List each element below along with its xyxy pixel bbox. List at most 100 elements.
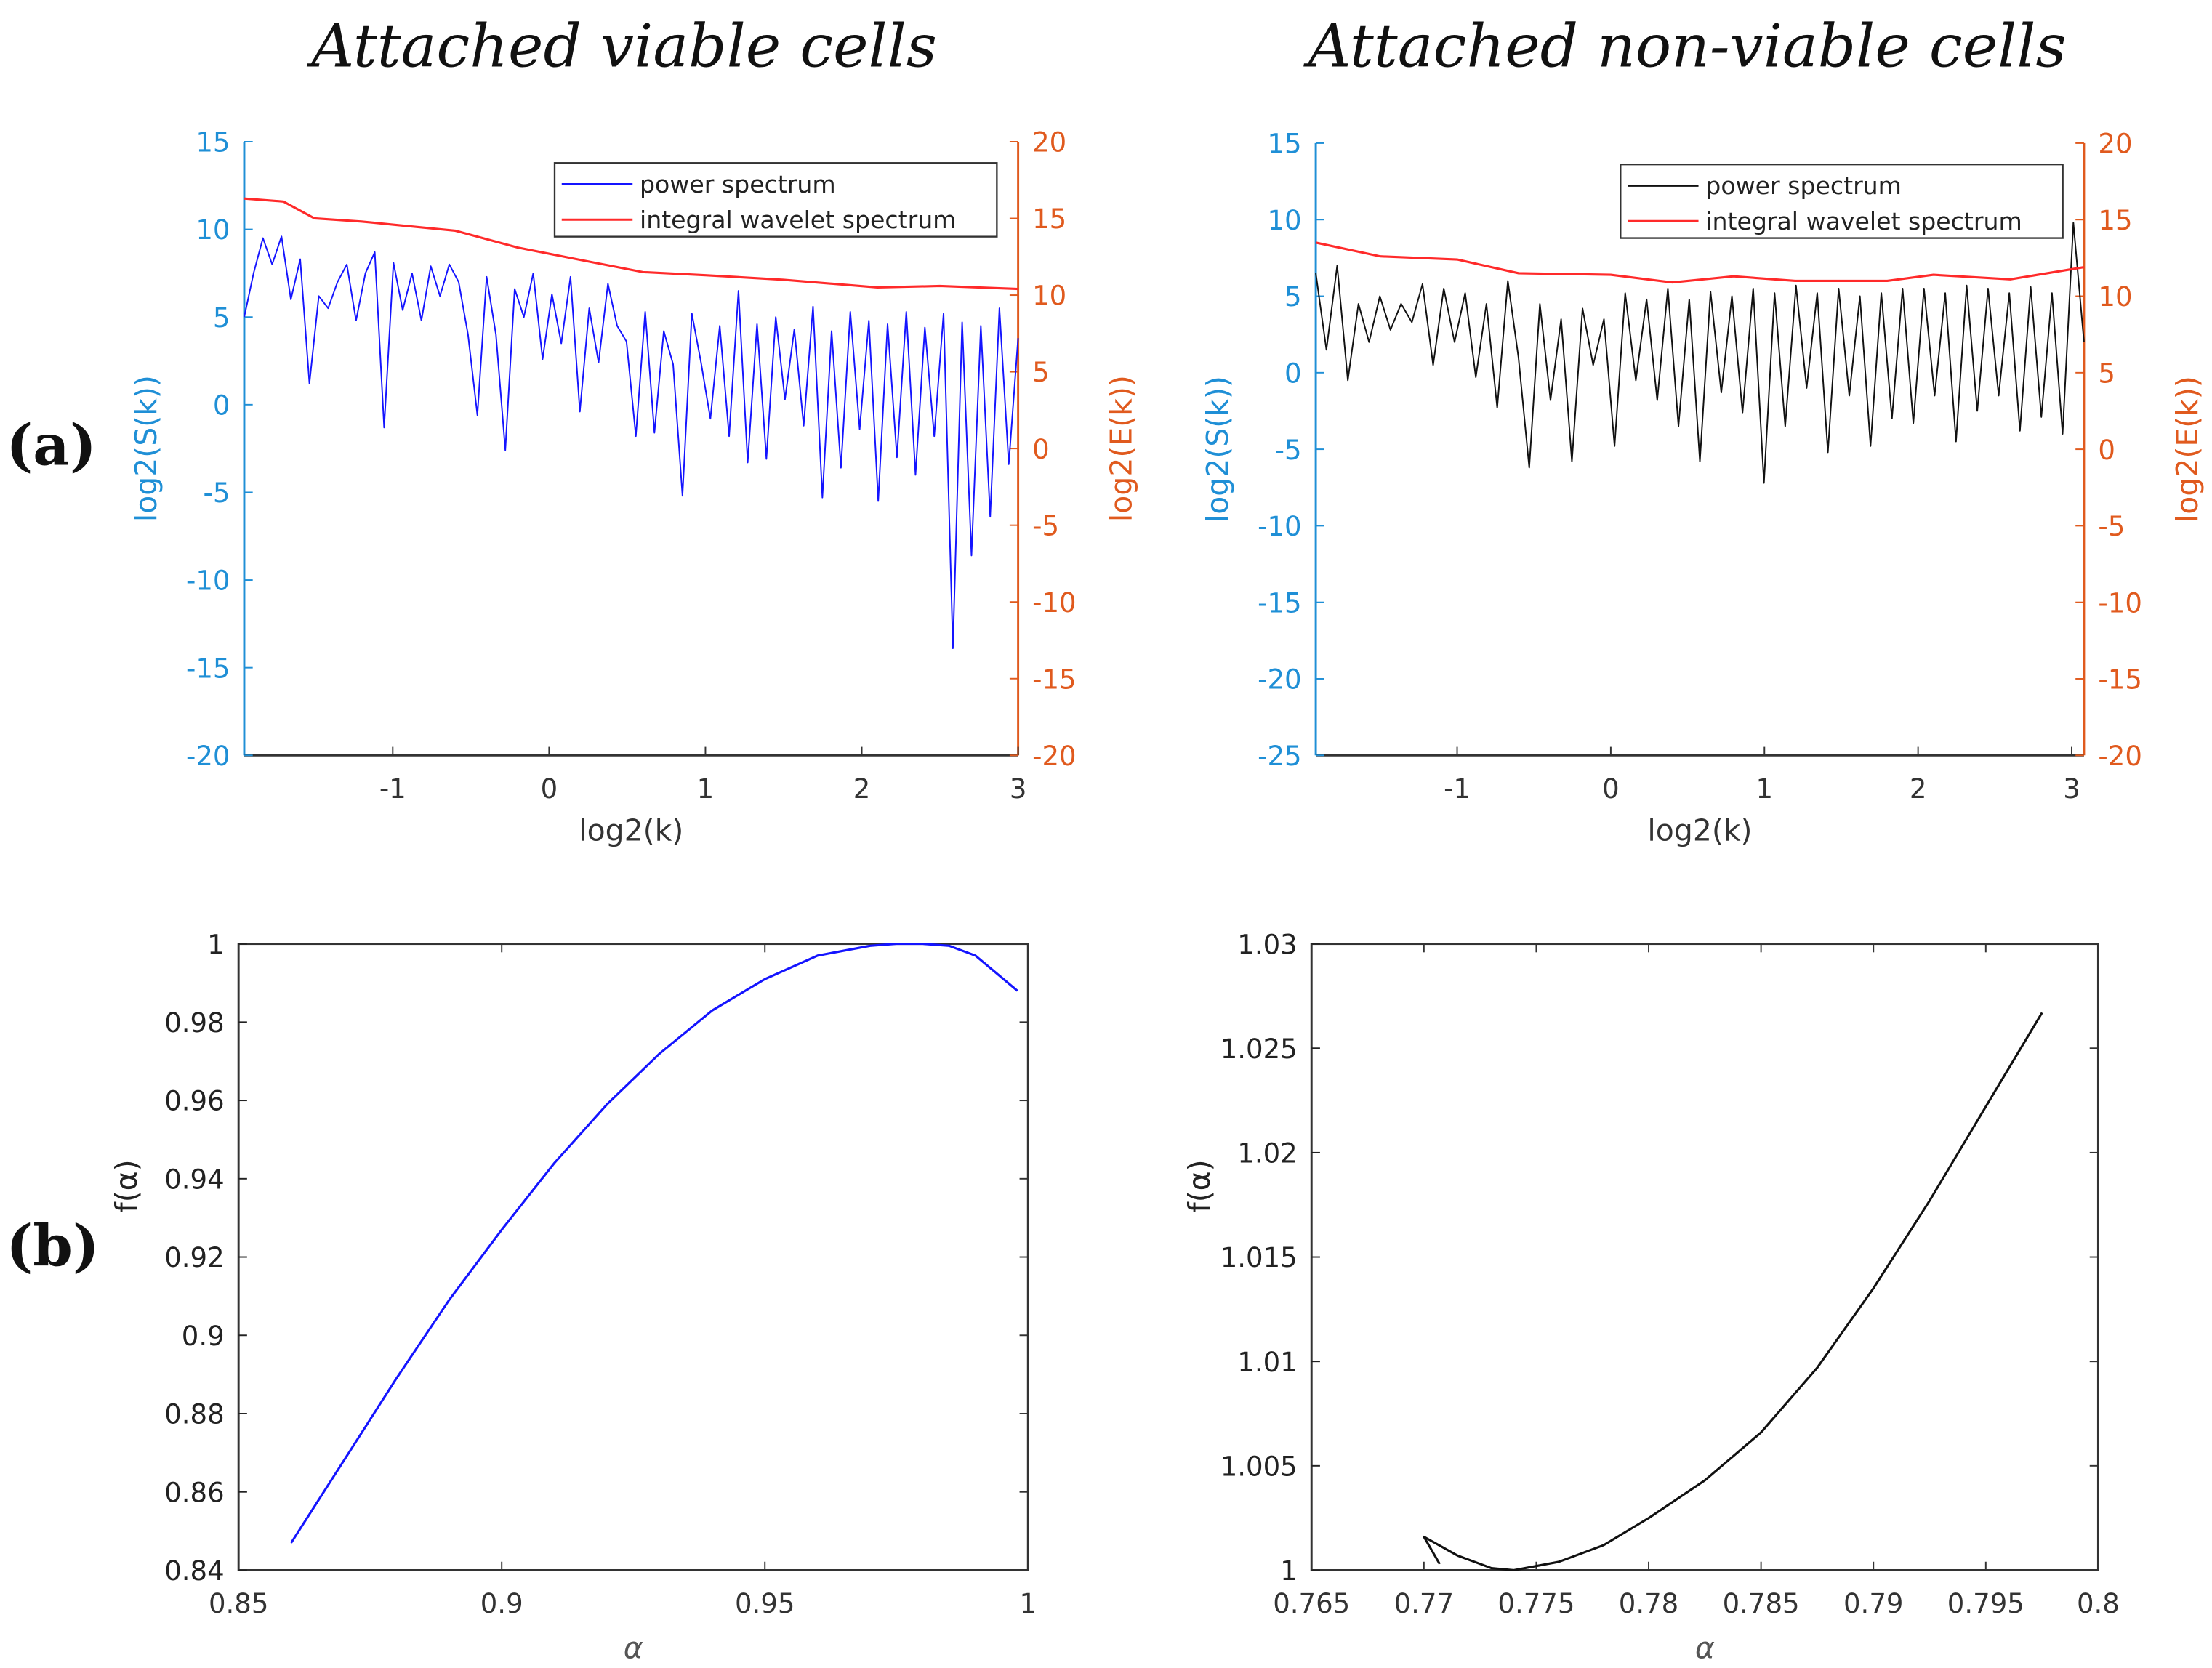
y-tick-label-right: 10	[2098, 281, 2132, 313]
y-tick-label-right: -10	[2098, 587, 2141, 619]
x-tick-label: 0.795	[1947, 1588, 2024, 1619]
chart-a-left: -1 0 1 2 3151050-5-10-15-2020151050-5-10-15-…	[129, 127, 1139, 848]
y-tick-label: 0.98	[164, 1007, 224, 1039]
title-right: Attached non-viable cells	[1303, 12, 2066, 81]
y-tick-label: 1	[207, 929, 225, 960]
legend-entry: power spectrum	[1705, 172, 1902, 200]
y-tick-label-right: 10	[1032, 281, 1066, 312]
panel-label-b: (b)	[6, 1213, 99, 1279]
y-tick-label-right: 0	[1032, 434, 1050, 465]
legend-entry: power spectrum	[640, 170, 836, 198]
y-tick-label: -20	[186, 741, 230, 772]
y-tick-label: 1.02	[1237, 1138, 1297, 1169]
x-tick-label: 2	[1910, 773, 1927, 805]
x-tick-label: -1	[1444, 773, 1471, 805]
axes-box	[237, 943, 1029, 1571]
legend: power spectrum integral wavelet spectrum	[1620, 164, 2064, 239]
y-tick-label-right: -20	[2098, 741, 2141, 772]
x-axis-label: log2(k)	[1647, 813, 1752, 847]
x-tick-label: 0.9	[480, 1588, 523, 1619]
legend-entry: integral wavelet spectrum	[1705, 207, 2022, 235]
axes-box	[1310, 943, 2099, 1571]
x-tick-label: 0	[1602, 773, 1620, 805]
x-tick-label: 3	[2063, 773, 2080, 805]
y-tick-label: 15	[196, 127, 230, 158]
y-tick-label-right: 0	[2098, 435, 2115, 466]
x-tick-label: 0.775	[1497, 1588, 1574, 1619]
x-tick-label: 2	[853, 773, 871, 805]
x-tick-label: 1	[697, 773, 715, 805]
x-tick-label: 0.95	[735, 1588, 795, 1619]
y-axis-label: f(α)	[109, 1159, 144, 1212]
y-axis-label: f(α)	[1182, 1159, 1217, 1212]
y-tick-label: 10	[1267, 205, 1301, 236]
y-tick-label-right: 15	[2098, 205, 2132, 236]
x-tick-label: 0.765	[1273, 1588, 1350, 1619]
y-tick-label: 0.92	[164, 1242, 224, 1273]
legend-box	[1620, 164, 2064, 239]
y-tick-label-right: -5	[1032, 510, 1059, 541]
series-power-spectrum	[244, 235, 1019, 650]
y-tick-label: -10	[1258, 511, 1301, 542]
y-tick-label: 1.01	[1237, 1347, 1297, 1378]
y-tick-label: 0.86	[164, 1477, 224, 1508]
y-tick-label: 1.005	[1220, 1451, 1298, 1482]
chart-b-left: 0.85 0.9 0.95 1 1 0.98 0.96 0.94 0.92 0.9 0.88 0.86…	[109, 929, 1037, 1665]
series-integral-wavelet-spectrum	[244, 197, 1018, 291]
x-tick-label: 0.79	[1843, 1588, 1903, 1619]
y-axis-label: log2(S(k))	[1200, 376, 1235, 523]
y-tick-label-right: 5	[2098, 358, 2115, 389]
y-tick-label-right: -20	[1032, 741, 1076, 772]
x-axis-label: α	[624, 1630, 643, 1665]
x-tick-label: 1	[1755, 773, 1773, 805]
y-tick-label-right: -15	[2098, 664, 2141, 696]
y-tick-label: 15	[1267, 129, 1301, 160]
y-tick-label-right: -10	[1032, 587, 1076, 619]
y-tick-label-right: -5	[2098, 511, 2125, 542]
title-left: Attached viable cells	[306, 12, 937, 81]
y-tick-label: -5	[1275, 435, 1302, 466]
y-tick-label-right: -15	[1032, 664, 1076, 695]
y-tick-label: -15	[186, 653, 230, 684]
series-f-alpha-	[1423, 1012, 2043, 1572]
x-tick-label: 0	[541, 773, 558, 805]
y-tick-label: 0	[1284, 358, 1302, 389]
y-tick-label: 1.025	[1220, 1034, 1298, 1065]
chart-a-right: -1 0 1 2 3151050-5-10-15-20-2520151050-5-10-…	[1200, 129, 2205, 848]
x-tick-label: 0.78	[1619, 1588, 1678, 1619]
series-f-alpha-	[290, 943, 1018, 1544]
y-tick-label: 1.03	[1237, 929, 1297, 960]
y-tick-label: 0.88	[164, 1399, 224, 1430]
x-tick-label: -1	[379, 773, 406, 805]
x-tick-label: 0.85	[209, 1588, 268, 1619]
y-tick-label: 1.015	[1220, 1242, 1298, 1273]
chart-b-right: 0.765 0.77 0.775 0.78 0.785 0.79 0.795 0.8 1.03 1…	[1182, 929, 2120, 1665]
y-tick-label: 0	[213, 390, 230, 421]
y-tick-label: -25	[1258, 741, 1301, 772]
x-axis-label: α	[1695, 1630, 1715, 1665]
y-tick-label: -15	[1258, 587, 1301, 619]
series-integral-wavelet-spectrum	[1315, 241, 2085, 284]
y-tick-label: -5	[204, 478, 230, 509]
y-axis-label-right: log2(E(k))	[1104, 375, 1139, 522]
y-tick-label-right: 5	[1032, 357, 1050, 388]
x-tick-label: 1	[1019, 1588, 1037, 1619]
legend-entry: integral wavelet spectrum	[640, 206, 956, 234]
panel-label-a: (a)	[6, 413, 96, 479]
x-tick-label: 0.77	[1394, 1588, 1454, 1619]
legend-box	[553, 162, 998, 238]
y-tick-label: 0.9	[182, 1321, 225, 1352]
y-axis-label-right: log2(E(k))	[2170, 376, 2205, 523]
y-tick-label: 5	[1284, 281, 1302, 313]
x-tick-label: 0.785	[1723, 1588, 1800, 1619]
x-axis-label: log2(k)	[579, 813, 683, 847]
y-tick-label: -20	[1258, 664, 1301, 696]
y-tick-label: 0.96	[164, 1086, 224, 1117]
y-tick-label: 0.94	[164, 1164, 224, 1195]
y-tick-label: -10	[186, 565, 230, 597]
legend: power spectrum integral wavelet spectrum	[553, 162, 998, 238]
y-tick-label: 0.84	[164, 1555, 224, 1587]
y-tick-label: 5	[213, 302, 230, 334]
series-power-spectrum	[1315, 222, 2085, 484]
